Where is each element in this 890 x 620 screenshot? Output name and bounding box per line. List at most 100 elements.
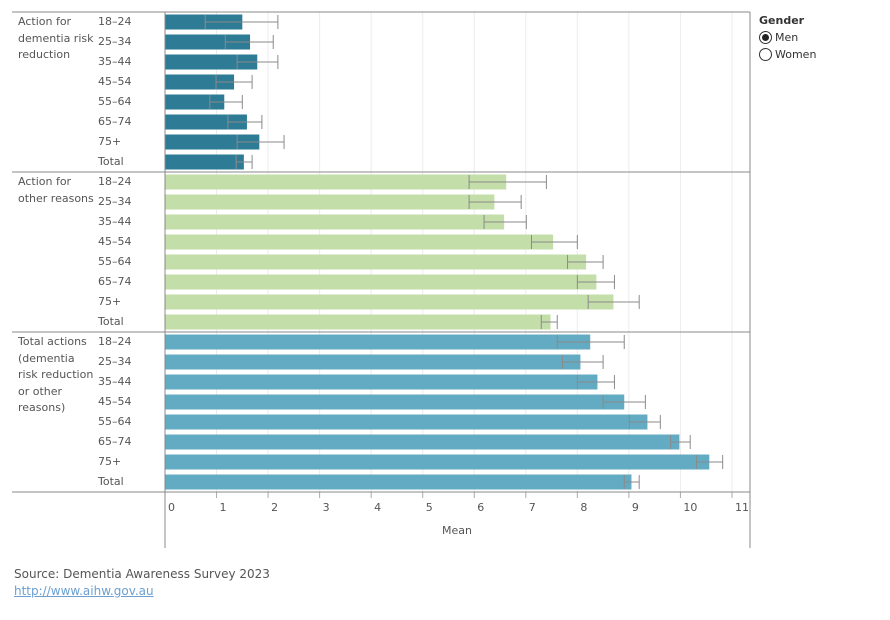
error-bar: [215, 75, 253, 89]
legend-options: Men Women: [759, 29, 816, 63]
category-label: 35–44: [98, 215, 132, 228]
radio[interactable]: [759, 48, 772, 61]
error-bar: [530, 235, 578, 249]
error-bar: [468, 195, 522, 209]
bar: [165, 294, 614, 310]
x-tick-label: 8: [580, 501, 587, 514]
category-label: 65–74: [98, 275, 132, 288]
error-bar: [227, 115, 263, 129]
bar: [165, 34, 251, 50]
bar: [165, 114, 247, 130]
bar: [165, 314, 551, 330]
x-tick-label: 4: [374, 501, 381, 514]
bar: [165, 274, 597, 290]
category-label: 65–74: [98, 435, 132, 448]
category-label: Total: [97, 315, 124, 328]
bar: [165, 194, 495, 210]
category-label: Total: [97, 475, 124, 488]
category-label: 18–24: [98, 15, 132, 28]
category-label: 65–74: [98, 115, 132, 128]
x-tick-label: 7: [529, 501, 536, 514]
bar: [165, 414, 648, 430]
error-bar: [576, 375, 615, 389]
bar: [165, 174, 507, 190]
group-label: Total actions (dementia risk reduction o…: [18, 335, 94, 414]
group-label: Action for dementia risk reduction: [18, 15, 94, 61]
x-tick-label: 0: [168, 501, 175, 514]
category-label: Total: [97, 155, 124, 168]
legend-label: Men: [775, 31, 799, 44]
x-tick-label: 3: [323, 501, 330, 514]
error-bar: [540, 315, 558, 329]
category-label: 25–34: [98, 35, 132, 48]
error-bar: [236, 135, 285, 149]
error-bar: [209, 95, 243, 109]
error-bar: [236, 55, 279, 69]
bar: [165, 154, 244, 170]
bar: [165, 394, 625, 410]
category-label: 45–54: [98, 75, 132, 88]
bar: [165, 54, 258, 70]
category-label: 75+: [98, 455, 121, 468]
x-tick-label: 5: [426, 501, 433, 514]
radio[interactable]: [759, 31, 772, 44]
category-label: 75+: [98, 135, 121, 148]
error-bar: [623, 475, 640, 489]
footer: Source: Dementia Awareness Survey 2023 h…: [14, 566, 270, 600]
category-label: 18–24: [98, 335, 132, 348]
x-tick-label: 11: [735, 501, 749, 514]
group-label: Action for other reasons: [18, 175, 94, 205]
bar: [165, 474, 632, 490]
legend: Gender Men Women: [759, 14, 816, 63]
x-tick-label: 6: [477, 501, 484, 514]
bar: [165, 214, 505, 230]
bar: [165, 334, 591, 350]
x-axis-title: Mean: [442, 524, 472, 537]
legend-option[interactable]: Men: [759, 29, 816, 46]
category-label: 35–44: [98, 55, 132, 68]
category-label: 45–54: [98, 235, 132, 248]
category-label: 55–64: [98, 95, 132, 108]
bar: [165, 354, 581, 370]
error-bar: [561, 355, 604, 369]
bar: [165, 454, 710, 470]
error-bar: [587, 295, 640, 309]
bar: [165, 134, 260, 150]
error-bar: [670, 435, 691, 449]
error-bar: [576, 275, 615, 289]
source: Source: Dementia Awareness Survey 2023: [14, 567, 270, 581]
bar: [165, 254, 587, 270]
legend-label: Women: [775, 48, 817, 61]
error-bar: [224, 35, 274, 49]
category-label: 45–54: [98, 395, 132, 408]
source-link[interactable]: http://www.aihw.gov.au: [14, 584, 154, 598]
error-bar: [567, 255, 604, 269]
error-bar: [695, 455, 724, 469]
error-bar: [483, 215, 527, 229]
category-label: 25–34: [98, 355, 132, 368]
error-bar: [235, 155, 253, 169]
x-tick-label: 1: [220, 501, 227, 514]
bar: [165, 234, 554, 250]
bar: [165, 74, 235, 90]
bar: [165, 434, 680, 450]
error-bar: [468, 175, 547, 189]
error-bar: [628, 415, 661, 429]
category-label: 55–64: [98, 255, 132, 268]
legend-option[interactable]: Women: [759, 46, 816, 63]
category-label: 25–34: [98, 195, 132, 208]
legend-title: Gender: [759, 14, 805, 27]
bar: [165, 14, 243, 30]
category-label: 55–64: [98, 415, 132, 428]
x-tick-label: 2: [271, 501, 278, 514]
category-label: 75+: [98, 295, 121, 308]
error-bar: [602, 395, 646, 409]
error-bar: [204, 15, 279, 29]
x-tick-label: 10: [683, 501, 697, 514]
x-tick-label: 9: [632, 501, 639, 514]
category-label: 35–44: [98, 375, 132, 388]
category-label: 18–24: [98, 175, 132, 188]
bar: [165, 374, 598, 390]
